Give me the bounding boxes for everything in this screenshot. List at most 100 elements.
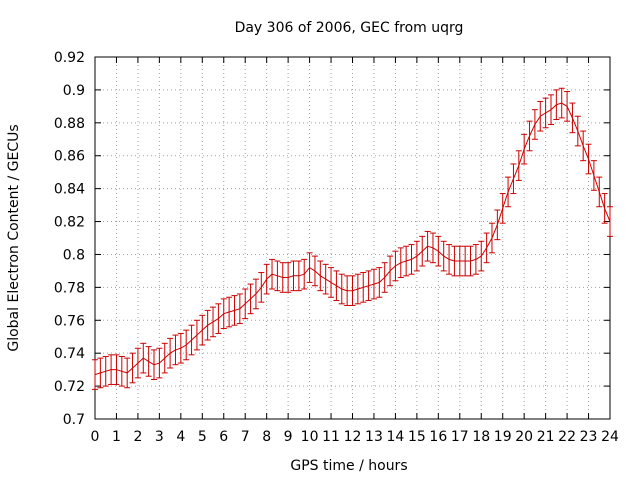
y-tick-label: 0.9 <box>63 83 85 99</box>
x-tick-label: 12 <box>344 429 362 445</box>
data-point <box>285 262 292 293</box>
data-point <box>531 109 538 140</box>
data-point <box>140 342 147 374</box>
data-point <box>547 94 554 125</box>
data-point <box>328 267 335 298</box>
data-point <box>317 260 324 292</box>
data-point <box>413 240 420 272</box>
data-point <box>151 349 158 381</box>
y-tick-label: 0.78 <box>54 280 85 296</box>
data-point <box>392 250 399 282</box>
data-point <box>440 240 447 272</box>
data-point <box>193 319 200 351</box>
data-point <box>102 355 109 387</box>
data-point <box>167 337 174 369</box>
data-point <box>344 275 351 306</box>
x-tick-label: 22 <box>558 429 576 445</box>
data-point <box>145 346 152 377</box>
x-tick-label: 19 <box>494 429 512 445</box>
data-point <box>370 268 377 300</box>
data-point <box>199 314 206 346</box>
data-point <box>231 295 238 326</box>
y-axis-label: Global Electron Content / GECUs <box>6 124 22 351</box>
x-tick-label: 15 <box>408 429 426 445</box>
x-tick-label: 7 <box>241 429 250 445</box>
y-tick-label: 0.72 <box>54 379 85 395</box>
data-point <box>472 244 479 275</box>
data-point <box>553 89 560 121</box>
x-tick-label: 2 <box>133 429 142 445</box>
data-point <box>204 309 211 341</box>
x-tick-label: 16 <box>429 429 447 445</box>
data-point <box>92 359 98 390</box>
data-point <box>118 355 125 387</box>
x-tick-label: 21 <box>537 429 555 445</box>
data-point <box>537 100 544 132</box>
data-point <box>596 176 603 208</box>
data-point <box>435 235 442 267</box>
x-tick-label: 1 <box>112 429 121 445</box>
data-point <box>108 354 115 385</box>
x-tick-label: 6 <box>219 429 228 445</box>
data-point <box>456 245 463 277</box>
data-point <box>510 163 517 195</box>
data-point <box>263 263 270 295</box>
y-tick-label: 0.92 <box>54 50 85 66</box>
data-point <box>113 354 120 385</box>
data-point <box>429 232 436 264</box>
data-point <box>499 193 506 224</box>
x-tick-label: 3 <box>155 429 164 445</box>
data-point <box>333 270 340 302</box>
data-point <box>585 143 592 175</box>
data-point <box>354 273 361 305</box>
data-point <box>381 262 388 293</box>
x-tick-label: 17 <box>451 429 469 445</box>
data-point <box>365 270 372 302</box>
data-point <box>451 245 458 277</box>
data-point <box>515 150 522 181</box>
data-point <box>505 176 512 208</box>
data-point <box>338 273 345 305</box>
data-point <box>306 252 313 283</box>
data-point <box>419 235 426 267</box>
data-point <box>542 97 549 129</box>
data-point <box>274 260 281 292</box>
data-point <box>183 329 190 361</box>
data-point <box>569 102 576 134</box>
data-point <box>210 306 217 338</box>
data-point <box>236 293 243 325</box>
data-point <box>258 272 265 303</box>
x-tick-label: 0 <box>91 429 100 445</box>
axis-ticks <box>94 56 611 420</box>
data-point <box>311 255 318 287</box>
x-tick-label: 10 <box>301 429 319 445</box>
data-point <box>590 160 597 191</box>
data-point <box>424 230 431 262</box>
data-point <box>397 247 404 278</box>
data-point <box>290 260 297 292</box>
data-point <box>521 133 528 165</box>
y-tick-label: 0.8 <box>63 247 85 263</box>
data-point <box>403 245 410 277</box>
data-point <box>161 342 168 374</box>
data-point <box>376 267 383 298</box>
x-tick-label: 13 <box>365 429 383 445</box>
data-point <box>97 357 104 389</box>
y-tick-label: 0.88 <box>54 116 85 132</box>
data-point <box>252 278 259 310</box>
x-tick-label: 24 <box>601 429 619 445</box>
y-tick-label: 0.74 <box>54 346 85 362</box>
data-point <box>601 193 608 224</box>
data-point <box>574 115 581 147</box>
data-point <box>558 87 565 119</box>
x-tick-label: 18 <box>472 429 490 445</box>
data-point <box>279 262 286 293</box>
x-axis-label: GPS time / hours <box>290 458 407 474</box>
data-point <box>269 258 276 290</box>
data-point <box>188 324 195 356</box>
grid-lines <box>95 57 610 419</box>
data-point <box>526 120 533 152</box>
data-point <box>172 334 179 366</box>
x-tick-label: 5 <box>198 429 207 445</box>
x-tick-label: 8 <box>262 429 271 445</box>
